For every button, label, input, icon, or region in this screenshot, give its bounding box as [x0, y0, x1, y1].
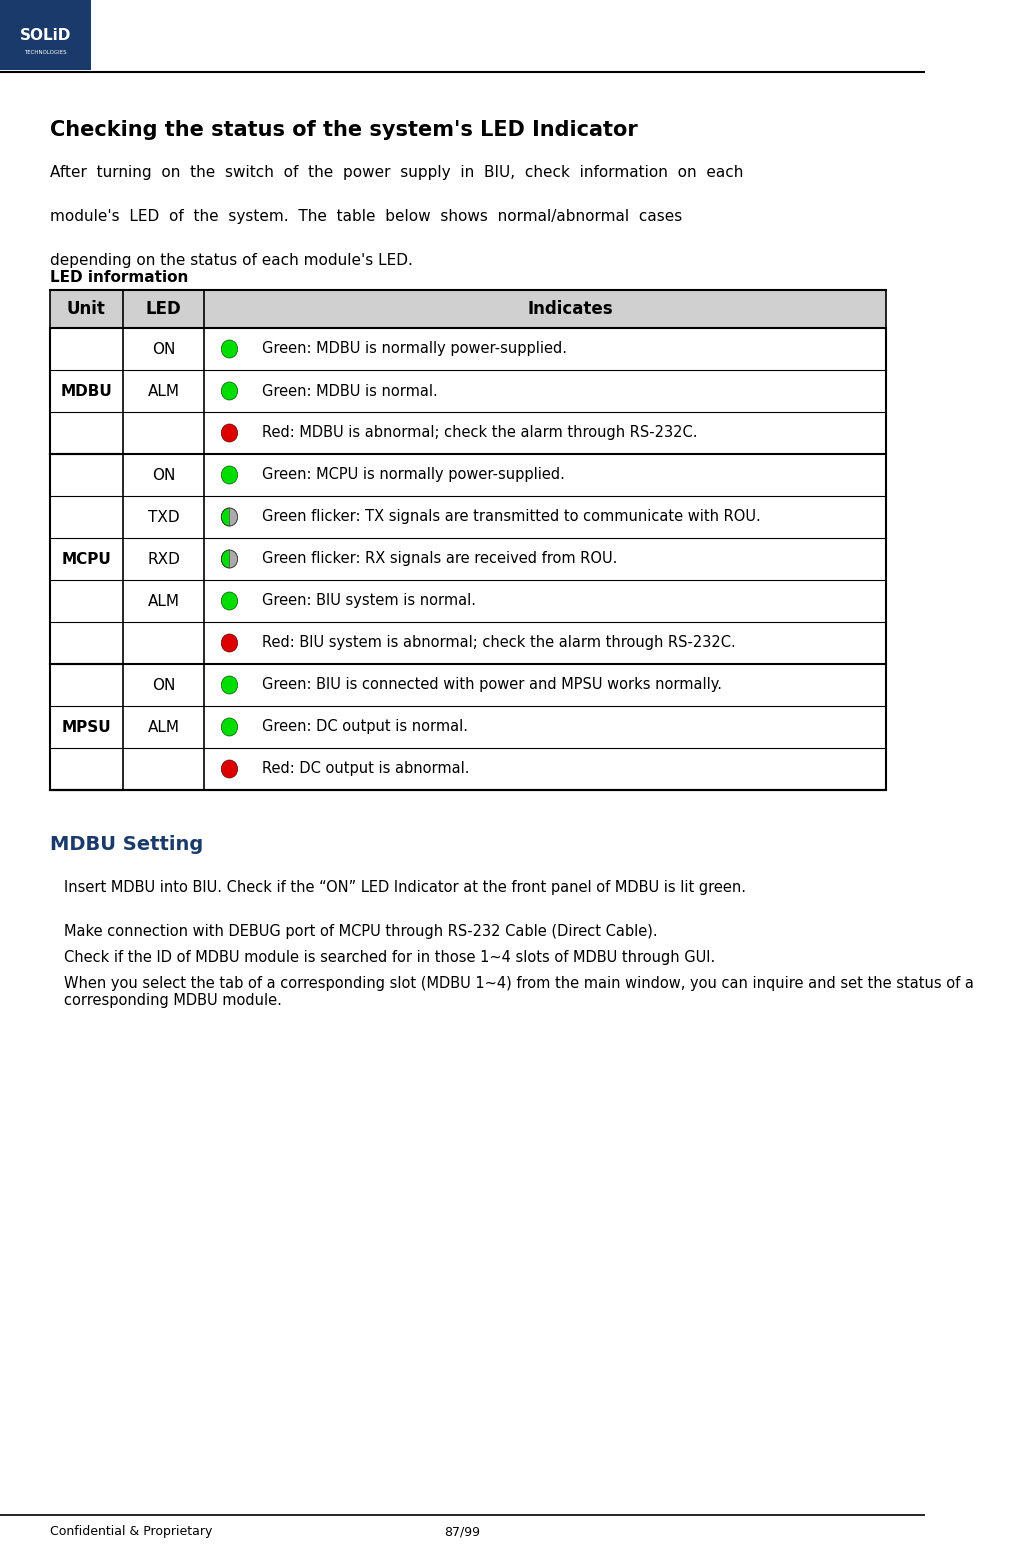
- Text: Checking the status of the system's LED Indicator: Checking the status of the system's LED …: [50, 120, 637, 140]
- Text: LED: LED: [146, 300, 181, 318]
- FancyBboxPatch shape: [0, 0, 91, 70]
- Wedge shape: [221, 551, 229, 568]
- Text: Make connection with DEBUG port of MCPU through RS-232 Cable (Direct Cable).: Make connection with DEBUG port of MCPU …: [63, 924, 658, 939]
- Text: After  turning  on  the  switch  of  the  power  supply  in  BIU,  check  inform: After turning on the switch of the power…: [50, 165, 743, 179]
- Text: ON: ON: [152, 677, 175, 693]
- Circle shape: [221, 340, 237, 357]
- FancyBboxPatch shape: [50, 412, 886, 454]
- FancyBboxPatch shape: [50, 580, 886, 622]
- Text: MCPU: MCPU: [61, 552, 111, 566]
- Circle shape: [221, 382, 237, 399]
- Circle shape: [221, 466, 237, 484]
- Text: MDBU Setting: MDBU Setting: [50, 835, 204, 853]
- Circle shape: [221, 718, 237, 736]
- FancyBboxPatch shape: [50, 538, 886, 580]
- FancyBboxPatch shape: [50, 290, 886, 328]
- Wedge shape: [229, 509, 237, 526]
- Text: TXD: TXD: [148, 510, 179, 524]
- Wedge shape: [229, 551, 237, 568]
- Text: LED information: LED information: [50, 270, 188, 285]
- FancyBboxPatch shape: [50, 370, 886, 412]
- Text: When you select the tab of a corresponding slot (MDBU 1~4) from the main window,: When you select the tab of a correspondi…: [63, 977, 973, 1008]
- FancyBboxPatch shape: [50, 328, 886, 370]
- Text: Green flicker: RX signals are received from ROU.: Green flicker: RX signals are received f…: [262, 552, 617, 566]
- Wedge shape: [221, 509, 229, 526]
- Text: 87/99: 87/99: [445, 1526, 480, 1538]
- Text: Green: BIU system is normal.: Green: BIU system is normal.: [262, 593, 475, 608]
- Text: module's  LED  of  the  system.  The  table  below  shows  normal/abnormal  case: module's LED of the system. The table be…: [50, 209, 682, 225]
- Text: Check if the ID of MDBU module is searched for in those 1~4 slots of MDBU throug: Check if the ID of MDBU module is search…: [63, 950, 715, 966]
- Text: Green: MDBU is normal.: Green: MDBU is normal.: [262, 384, 438, 398]
- Text: RXD: RXD: [148, 552, 180, 566]
- Text: MDBU: MDBU: [60, 384, 112, 398]
- Circle shape: [221, 760, 237, 778]
- Text: Confidential & Proprietary: Confidential & Proprietary: [50, 1526, 213, 1538]
- Text: Red: BIU system is abnormal; check the alarm through RS-232C.: Red: BIU system is abnormal; check the a…: [262, 635, 735, 651]
- Text: ON: ON: [152, 468, 175, 482]
- Text: ALM: ALM: [148, 719, 179, 735]
- FancyBboxPatch shape: [50, 747, 886, 789]
- Text: Green: BIU is connected with power and MPSU works normally.: Green: BIU is connected with power and M…: [262, 677, 722, 693]
- FancyBboxPatch shape: [50, 496, 886, 538]
- Text: Green: MCPU is normally power-supplied.: Green: MCPU is normally power-supplied.: [262, 468, 565, 482]
- Text: ALM: ALM: [148, 593, 179, 608]
- Circle shape: [221, 633, 237, 652]
- Text: Green: DC output is normal.: Green: DC output is normal.: [262, 719, 467, 735]
- Text: ON: ON: [152, 342, 175, 357]
- Text: Red: MDBU is abnormal; check the alarm through RS-232C.: Red: MDBU is abnormal; check the alarm t…: [262, 426, 697, 440]
- Text: Red: DC output is abnormal.: Red: DC output is abnormal.: [262, 761, 469, 777]
- Circle shape: [221, 675, 237, 694]
- Text: Insert MDBU into BIU. Check if the “ON” LED Indicator at the front panel of MDBU: Insert MDBU into BIU. Check if the “ON” …: [63, 880, 745, 895]
- Text: MPSU: MPSU: [61, 719, 111, 735]
- FancyBboxPatch shape: [50, 454, 886, 496]
- Circle shape: [221, 424, 237, 441]
- FancyBboxPatch shape: [50, 622, 886, 665]
- FancyBboxPatch shape: [50, 665, 886, 707]
- FancyBboxPatch shape: [50, 707, 886, 747]
- Text: Green: MDBU is normally power-supplied.: Green: MDBU is normally power-supplied.: [262, 342, 567, 357]
- Circle shape: [221, 591, 237, 610]
- Text: depending on the status of each module's LED.: depending on the status of each module's…: [50, 253, 413, 268]
- Text: Green flicker: TX signals are transmitted to communicate with ROU.: Green flicker: TX signals are transmitte…: [262, 510, 760, 524]
- Bar: [50, 328, 886, 789]
- Text: ALM: ALM: [148, 384, 179, 398]
- Text: SOLiD: SOLiD: [19, 28, 71, 42]
- Text: Indicates: Indicates: [527, 300, 613, 318]
- Text: Unit: Unit: [67, 300, 106, 318]
- Text: TECHNOLOGIES: TECHNOLOGIES: [24, 50, 67, 55]
